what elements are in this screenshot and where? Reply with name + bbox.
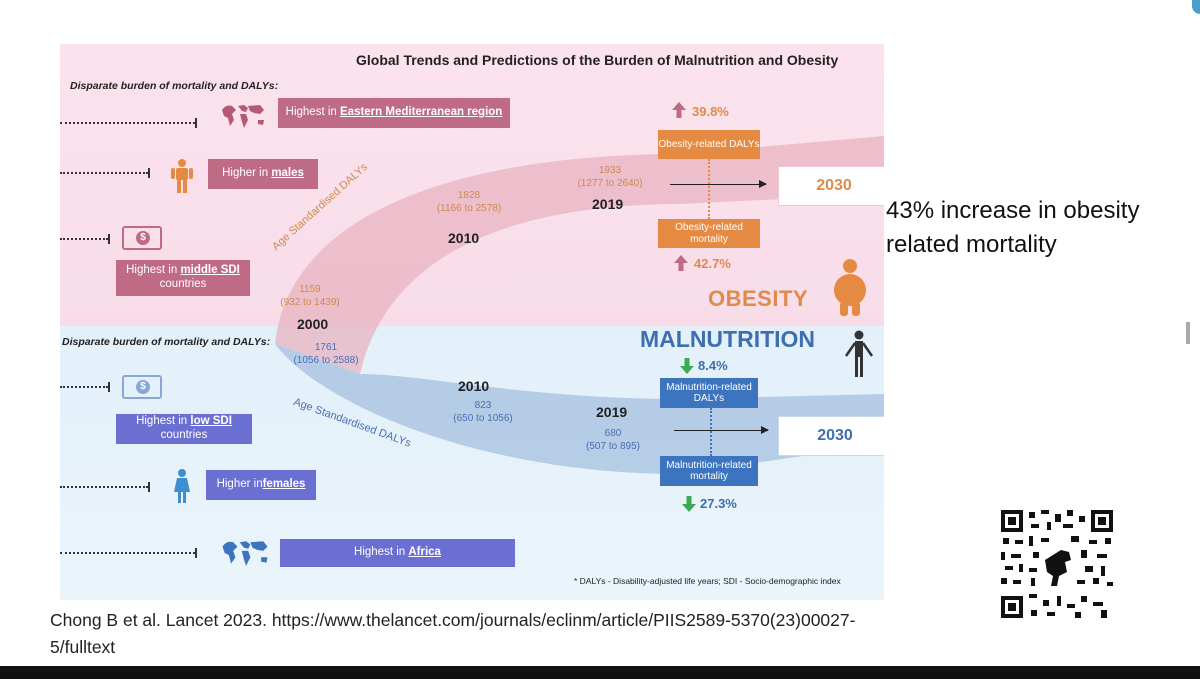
- qr-code[interactable]: [1001, 510, 1113, 618]
- dotted-connector: [60, 118, 197, 128]
- obesity-sex-box: Higher in males: [208, 159, 318, 189]
- malnutrition-region-prefix: Highest in: [354, 546, 406, 559]
- malnutrition-sex-box: Higher in females: [206, 470, 316, 500]
- obesity-region-box: Highest in Eastern Mediterranean region: [278, 98, 510, 128]
- malnutrition-2019-value: 680 (507 to 895): [586, 428, 640, 452]
- obesity-2019-year: 2019: [592, 196, 624, 212]
- arrow-up-icon: [674, 255, 688, 271]
- malnutrition-section-heading: Disparate burden of mortality and DALYs:: [62, 336, 271, 348]
- obesity-trend-arrow: [670, 180, 767, 188]
- infographic-title: Global Trends and Predictions of the Bur…: [356, 52, 839, 68]
- world-map-icon: [222, 105, 264, 128]
- arrow-down-icon: [682, 496, 696, 512]
- arrow-down-icon: [680, 358, 694, 374]
- malnutrition-sdi-link: low SDI: [190, 415, 232, 428]
- citation: Chong B et al. Lancet 2023. https://www.…: [50, 610, 856, 657]
- obesity-dalys-box: Obesity-related DALYs: [658, 130, 760, 159]
- dotted-connector: [60, 548, 197, 558]
- obesity-2019-value: 1933 (1277 to 2640): [577, 165, 643, 189]
- obesity-sdi-suffix: countries: [159, 278, 207, 290]
- dotted-connector: [60, 482, 150, 492]
- malnutrition-sex-link: females: [262, 478, 306, 491]
- footnote: * DALYs - Disability-adjusted life years…: [574, 576, 841, 586]
- malnutrition-sex-prefix: Higher in: [216, 478, 263, 491]
- obesity-section-heading: Disparate burden of mortality and DALYs:: [70, 80, 279, 92]
- malnutrition-label: MALNUTRITION: [640, 326, 816, 352]
- obesity-dashed-line: [708, 159, 710, 219]
- malnutrition-region-box: Highest in Africa: [280, 539, 515, 567]
- trend-bands: [275, 136, 884, 474]
- scroll-handle[interactable]: [1186, 322, 1190, 344]
- malnutrition-sdi-box: Highest in low SDI countries: [116, 414, 252, 444]
- money-icon: $: [122, 226, 162, 250]
- malnutrition-2010-value: 823 (650 to 1056): [453, 400, 513, 424]
- obesity-label: OBESITY: [708, 286, 809, 311]
- obese-figure-icon: [834, 259, 866, 316]
- obesity-sex-link: males: [271, 167, 304, 180]
- obesity-sex-prefix: Higher in: [222, 167, 269, 180]
- bottom-bar: [0, 666, 1200, 679]
- obesity-region-link: Eastern Mediterranean region: [340, 106, 503, 119]
- obesity-dalys-change: 39.8%: [692, 104, 729, 119]
- malnutrition-mortality-change: 27.3%: [700, 496, 737, 511]
- world-map-icon: [222, 541, 268, 566]
- obesity-sdi-box: Highest in middle SDI countries: [116, 260, 250, 296]
- malnutrition-2019-year: 2019: [596, 404, 628, 420]
- obesity-2000-year: 2000: [297, 316, 329, 332]
- arrow-up-icon: [672, 102, 686, 118]
- obesity-sdi-prefix: Highest in: [126, 264, 181, 277]
- malnutrition-mortality-box: Malnutrition-related mortality: [660, 456, 758, 486]
- dotted-connector: [60, 168, 150, 178]
- dotted-connector: [60, 382, 110, 392]
- obesity-trend-band: [275, 136, 884, 374]
- thin-figure-icon: [844, 330, 874, 377]
- malnutrition-dalys-box: Malnutrition-related DALYs: [660, 378, 758, 408]
- edge-indicator: [1192, 0, 1200, 14]
- male-figure-icon: [171, 159, 193, 193]
- malnutrition-2000-value: 1761 (1056 to 2588): [293, 342, 359, 366]
- obesity-sdi-link: middle SDI: [180, 264, 240, 277]
- obesity-region-prefix: Highest in: [285, 106, 337, 119]
- obesity-2010-value: 1828 (1166 to 2578): [436, 190, 502, 214]
- malnutrition-trend-band: [275, 344, 884, 474]
- obesity-2010-year: 2010: [448, 230, 480, 246]
- malnutrition-dashed-line: [710, 408, 712, 456]
- malnutrition-trend-arrow: [674, 426, 769, 434]
- malnutrition-2030-box: 2030: [778, 416, 884, 456]
- obesity-mortality-change: 42.7%: [694, 256, 731, 271]
- malnutrition-sdi-prefix: Highest in: [136, 415, 191, 428]
- obesity-2030-box: 2030: [778, 166, 884, 206]
- side-note: 43% increase in obesity related mortalit…: [886, 197, 1140, 258]
- obesity-mortality-box: Obesity-related mortality: [658, 219, 760, 248]
- malnutrition-region-link: Africa: [408, 546, 441, 559]
- money-icon: $: [122, 375, 162, 399]
- obesity-2000-value: 1159 (932 to 1439): [280, 284, 340, 308]
- malnutrition-sdi-suffix: countries: [160, 429, 208, 441]
- female-figure-icon: [174, 469, 190, 503]
- infographic: Global Trends and Predictions of the Bur…: [60, 44, 884, 600]
- dotted-connector: [60, 234, 110, 244]
- malnutrition-dalys-change: 8.4%: [698, 358, 728, 373]
- malnutrition-2010-year: 2010: [458, 378, 490, 394]
